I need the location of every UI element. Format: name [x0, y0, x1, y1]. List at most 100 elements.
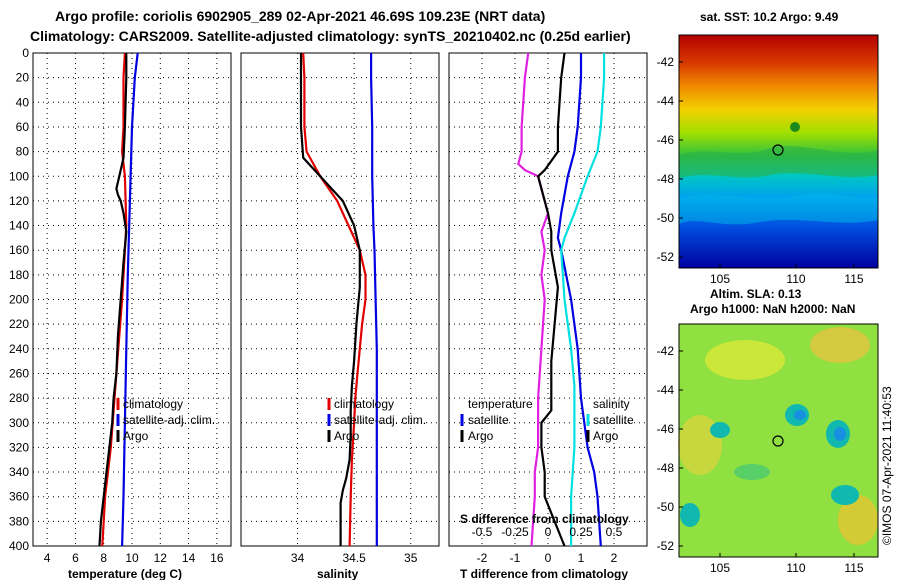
series-line-argo: [98, 53, 128, 547]
sla-blob: [810, 327, 870, 363]
map-x-tick-label: 115: [844, 561, 863, 575]
map-y-tick-label: -48: [657, 172, 675, 186]
sla-blob: [838, 495, 878, 545]
series-line-climatology: [302, 52, 367, 547]
difference-panel: -2 -1 0 1 2 temperature satellite Argo salin…: [448, 52, 648, 580]
sla-eddy: [710, 422, 730, 438]
x-tick-label: 16: [210, 551, 224, 565]
series-line-t-sat: [517, 52, 550, 547]
map-y-tick-label: -42: [657, 55, 675, 69]
legend-s-satellite-label: satellite: [593, 413, 634, 427]
legend-argo-label: Argo: [334, 429, 360, 443]
top-tick-label: -0.5: [472, 525, 493, 539]
legend-temperature-header: temperature: [468, 397, 533, 411]
x-tick-label: 8: [100, 551, 107, 565]
map-x-tick-label: 105: [710, 561, 730, 575]
x-tick-label: 6: [72, 551, 79, 565]
legend-argo-label: Argo: [123, 429, 149, 443]
map-y-tick-label: -42: [657, 344, 675, 358]
salinity-panel: 34 34.5 35 climatology satellite-adj. clim…: [240, 52, 440, 580]
map-x-tick-label: 115: [844, 272, 863, 286]
map-y-tick-label: -50: [657, 500, 675, 514]
map-y-tick-label: -44: [657, 383, 675, 397]
y-tick-label: 120: [9, 194, 29, 208]
y-tick-label: 300: [9, 416, 29, 430]
sst-eddy: [790, 122, 800, 132]
sla-eddy: [680, 503, 700, 527]
sst-cold-band: [679, 193, 878, 225]
y-tick-label: 380: [9, 514, 29, 528]
y-tick-label: 140: [9, 219, 29, 233]
x-tick-label: -2: [477, 551, 488, 565]
map-y-tick-label: -44: [657, 94, 675, 108]
map-x-tick-label: 105: [710, 272, 730, 286]
legend-t-argo-label: Argo: [468, 429, 494, 443]
y-tick-label: 280: [9, 391, 29, 405]
y-tick-label: 100: [9, 169, 29, 183]
difference-x-axis-label: T difference from climatology: [460, 567, 628, 580]
sst-map-frame: [678, 34, 879, 269]
y-tick-label: 0: [22, 46, 29, 60]
map-x-tick-label: 110: [786, 272, 805, 286]
sla-map-title-line2: Argo h1000: NaN h2000: NaN: [690, 302, 855, 316]
sla-map-frame: [678, 323, 879, 558]
legend-climatology-label: climatology: [123, 397, 183, 411]
salinity-x-axis-label: salinity: [317, 567, 359, 580]
sla-eddy: [831, 485, 859, 505]
temperature-legend: climatology satellite-adj. clim. Argo: [116, 397, 215, 443]
top-tick-label: 0.5: [606, 525, 623, 539]
temperature-panel: 0 20 40 60 80 100 120 140 160 180 200 220 240 260 280 3…: [9, 46, 232, 580]
difference-top-axis-label: S difference from climatology: [460, 512, 629, 526]
top-tick-label: 0: [545, 525, 552, 539]
y-tick-label: 40: [16, 95, 30, 109]
sla-eddy-core: [834, 427, 846, 441]
x-tick-label: 1: [578, 551, 585, 565]
difference-axes-frame: [448, 52, 648, 547]
temperature-x-axis-label: temperature (deg C): [68, 567, 182, 580]
map-y-tick-label: -50: [657, 211, 675, 225]
x-tick-label: 34.5: [342, 551, 366, 565]
legend-salinity-header: salinity: [593, 397, 630, 411]
y-tick-label: 80: [16, 145, 30, 159]
y-tick-label: 20: [16, 71, 30, 85]
x-tick-label: 12: [154, 551, 168, 565]
y-tick-label: 260: [9, 366, 29, 380]
sst-map-title: sat. SST: 10.2 Argo: 9.49: [700, 10, 839, 24]
sst-map-panel: sat. SST: 10.2 Argo: 9.49 105 110 115 -42 -4…: [657, 10, 879, 286]
argo-location-marker: [772, 435, 784, 447]
legend-satellite-adj-label: satellite-adj. clim.: [123, 413, 215, 427]
x-tick-label: 35: [404, 551, 418, 565]
argo-location-marker: [772, 144, 784, 156]
map-y-tick-label: -46: [657, 422, 675, 436]
x-tick-label: 4: [44, 551, 51, 565]
sla-blob: [734, 464, 770, 480]
map-y-tick-label: -52: [657, 250, 675, 264]
y-tick-label: 340: [9, 465, 29, 479]
y-tick-label: 180: [9, 268, 29, 282]
legend-t-satellite-label: satellite: [468, 413, 509, 427]
series-line-s-argo: [560, 53, 606, 546]
y-tick-label: 200: [9, 293, 29, 307]
figure-title-line1: Argo profile: coriolis 6902905_289 02-Ap…: [55, 8, 545, 24]
sla-map-title-line1: Altim. SLA: 0.13: [710, 287, 802, 301]
series-line-satellite-adj-clim-: [370, 53, 378, 546]
top-tick-label: -0.25: [501, 525, 529, 539]
y-tick-label: 320: [9, 440, 29, 454]
series-line-satellite-adj-clim-: [121, 52, 139, 547]
x-tick-label: 34: [291, 551, 305, 565]
series-line-t-argo: [536, 52, 566, 547]
x-tick-label: 2: [611, 551, 618, 565]
difference-legend: temperature satellite Argo salinity sate…: [460, 397, 634, 443]
y-tick-label: 60: [16, 120, 30, 134]
x-tick-label: 14: [182, 551, 196, 565]
legend-climatology-label: climatology: [334, 397, 394, 411]
map-y-tick-label: -46: [657, 133, 675, 147]
sla-eddy-core: [794, 410, 806, 420]
x-tick-label: 0: [545, 551, 552, 565]
x-tick-label: -1: [510, 551, 521, 565]
sla-map-panel: Altim. SLA: 0.13 Argo h1000: NaN h2000: …: [657, 287, 879, 575]
sla-blob: [705, 340, 785, 380]
sst-front-band: [679, 146, 878, 178]
map-y-tick-label: -52: [657, 539, 675, 553]
